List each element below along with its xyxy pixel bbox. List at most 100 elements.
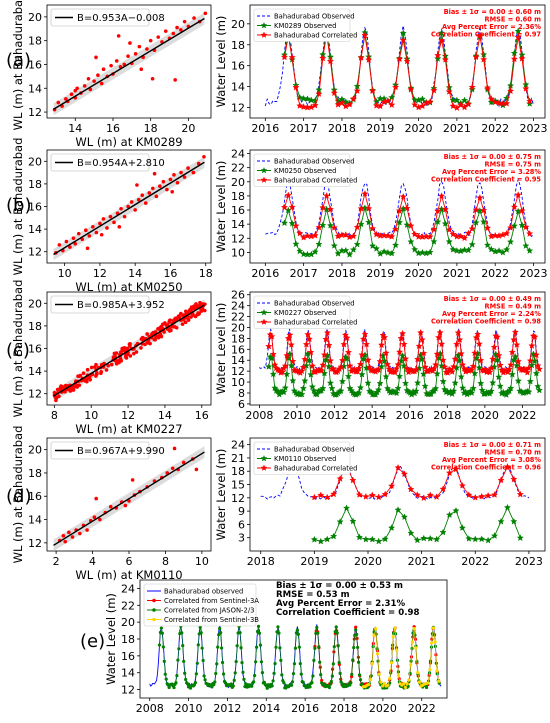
x-tick-label: 2018 (330, 702, 358, 715)
scatter-point (92, 79, 96, 83)
series-marker (453, 340, 461, 348)
series-marker (468, 225, 476, 232)
series-marker (414, 355, 422, 363)
series-marker (307, 96, 315, 104)
series-marker (465, 534, 473, 542)
series-marker (375, 493, 383, 501)
series-marker (386, 683, 390, 687)
y-tick-label: 8 (238, 387, 245, 400)
series-marker (526, 100, 534, 107)
series-marker (394, 506, 402, 513)
series-marker (503, 463, 512, 470)
scatter-point (120, 346, 124, 351)
series-marker (326, 221, 335, 229)
series-marker (457, 232, 465, 240)
series-marker (452, 465, 460, 473)
series-marker (303, 232, 312, 239)
scatter-point (127, 342, 132, 347)
series-marker (372, 244, 380, 252)
series-marker (514, 191, 522, 199)
legend-text: Bahadurabad Correlated (274, 319, 357, 327)
x-tick-label: 2022 (481, 267, 509, 280)
series-marker (510, 203, 518, 211)
series-marker (315, 240, 323, 248)
y-tick-label: 22 (231, 311, 245, 324)
series-marker (439, 485, 447, 493)
series-marker (374, 627, 378, 631)
series-marker (431, 626, 435, 630)
series-marker (449, 230, 457, 238)
series-marker (280, 203, 288, 211)
series-marker (400, 470, 409, 478)
series-marker (283, 370, 291, 378)
scatter-point (86, 76, 91, 81)
series-marker (229, 682, 233, 686)
series-marker (271, 679, 275, 683)
series-marker (355, 533, 364, 541)
scatter-point (84, 377, 89, 381)
series-marker (274, 645, 278, 649)
scatter-point (183, 320, 188, 325)
y-axis-label: Water Level (m) (214, 303, 228, 395)
series-marker (396, 673, 401, 677)
series-marker (471, 369, 479, 377)
series-marker (384, 97, 392, 104)
series-marker (254, 645, 259, 649)
scatter-point (139, 67, 144, 72)
series-marker (490, 532, 499, 539)
series-marker (487, 364, 495, 372)
x-tick-label: 2014 (358, 409, 386, 422)
scatter-point (202, 154, 206, 159)
y-tick-label: 12 (231, 365, 245, 378)
scatter-point (85, 528, 89, 532)
series-marker (349, 517, 357, 525)
series-marker (486, 368, 494, 376)
series-marker (311, 231, 319, 239)
series-marker (250, 684, 254, 688)
series-marker (468, 366, 476, 374)
series-marker (312, 658, 316, 662)
series-marker (408, 671, 412, 676)
series-marker (426, 98, 434, 106)
x-axis-label: WL (m) at KM0110 (75, 568, 182, 582)
series-marker (414, 379, 422, 386)
scatter-point (64, 239, 69, 244)
x-tick-label: 2019 (300, 555, 328, 568)
series-marker (326, 57, 335, 65)
series-marker (369, 87, 377, 95)
scatter-point (201, 307, 205, 312)
x-axis-label: WL (m) at KM0289 (75, 135, 182, 149)
series-marker (411, 230, 419, 238)
series-marker (283, 351, 291, 359)
series-marker (157, 643, 162, 647)
y-tick-label: 16 (231, 60, 245, 73)
series-marker (252, 680, 256, 684)
legend-text: B=0.953A−0.008 (77, 13, 165, 24)
scatter-point (108, 504, 113, 509)
series-marker (319, 221, 327, 229)
series-marker (358, 351, 366, 358)
series-marker (242, 677, 246, 681)
series-marker (435, 669, 439, 673)
series-marker (412, 387, 420, 395)
series-marker (325, 341, 333, 349)
series-marker (441, 55, 449, 63)
series-marker (326, 357, 335, 364)
series-marker (372, 230, 381, 238)
series-marker (526, 97, 534, 105)
x-tick-label: 2023 (520, 122, 548, 135)
series-marker (449, 102, 457, 110)
scatter-point (151, 186, 155, 191)
series-marker (480, 206, 488, 214)
series-marker (336, 518, 344, 525)
series-marker (514, 357, 522, 365)
scatter-point (180, 322, 185, 326)
x-tick-label: 2023 (520, 267, 548, 280)
series-marker (493, 333, 501, 341)
chart-c_scatter: 8 10 12 14 16 12 14 16 18 20 WL (m) at KM0227 WL (m… (11, 280, 212, 436)
legend-text: Bahadurabad Observed (274, 158, 355, 166)
y-tick-label: 18 (28, 178, 42, 191)
x-tick-label: 18 (199, 267, 213, 280)
series-marker (287, 341, 295, 348)
series-marker (365, 56, 373, 63)
